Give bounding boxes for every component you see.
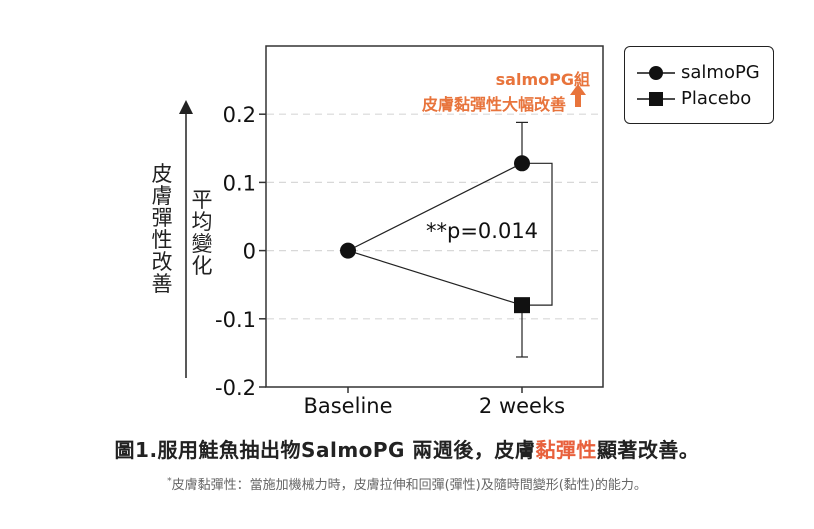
y-tick-label: -0.1: [215, 308, 256, 332]
effect-annotation: 皮膚黏彈性大幅改善: [421, 95, 566, 114]
circle-marker-icon: [637, 65, 675, 80]
square-marker-icon: [637, 91, 675, 106]
data-point-baseline: [340, 242, 356, 259]
y-label-left: 皮膚彈性改善: [151, 162, 173, 296]
data-point-placebo: [514, 297, 530, 314]
y-arrow-head: [179, 100, 193, 114]
x-tick-label: Baseline: [303, 394, 392, 418]
caption-suffix: 顯著改善。: [596, 438, 700, 462]
footnote-text: 皮膚黏彈性：當施加機械力時，皮膚拉伸和回彈(彈性)及隨時間變形(黏性)的能力。: [171, 478, 647, 493]
y-tick-label: 0.1: [223, 171, 256, 195]
p-value-annotation: **p=0.014: [426, 219, 538, 243]
legend: salmoPG Placebo: [624, 46, 774, 124]
legend-label-placebo: Placebo: [681, 88, 752, 109]
caption-prefix: 圖1.服用鮭魚抽出物SalmoPG 兩週後，皮膚: [114, 438, 536, 462]
plot-frame: [265, 45, 604, 388]
series-line-salmopg: [347, 162, 523, 252]
footnote: *皮膚黏彈性：當施加機械力時，皮膚拉伸和回彈(彈性)及隨時間變形(黏性)的能力。: [0, 474, 814, 493]
y-label-right: 平均變化: [191, 188, 213, 278]
y-ticks: -0.2 -0.1 0 0.1 0.2: [215, 103, 266, 400]
caption-highlight: 黏彈性: [535, 438, 597, 462]
y-tick-label: 0.2: [223, 103, 256, 127]
data-point-salmopg: [514, 155, 530, 172]
series-layer: [340, 121, 553, 358]
figure-caption: 圖1.服用鮭魚抽出物SalmoPG 兩週後，皮膚黏彈性顯著改善。: [0, 434, 814, 463]
series-line-placebo: [347, 250, 523, 306]
x-tick-label: 2 weeks: [479, 394, 565, 418]
legend-label-salmopg: salmoPG: [681, 62, 760, 83]
legend-item-salmopg: salmoPG: [637, 62, 760, 83]
x-ticks: Baseline 2 weeks: [303, 387, 565, 418]
gridlines: [267, 113, 602, 320]
group-annotation: salmoPG組: [495, 70, 590, 89]
footnote-marker: *: [167, 476, 172, 487]
up-arrow-icon: [570, 84, 586, 107]
legend-item-placebo: Placebo: [637, 88, 751, 109]
y-tick-label: 0: [243, 240, 256, 264]
significance-bracket: [522, 162, 553, 306]
y-tick-label: -0.2: [215, 376, 256, 400]
